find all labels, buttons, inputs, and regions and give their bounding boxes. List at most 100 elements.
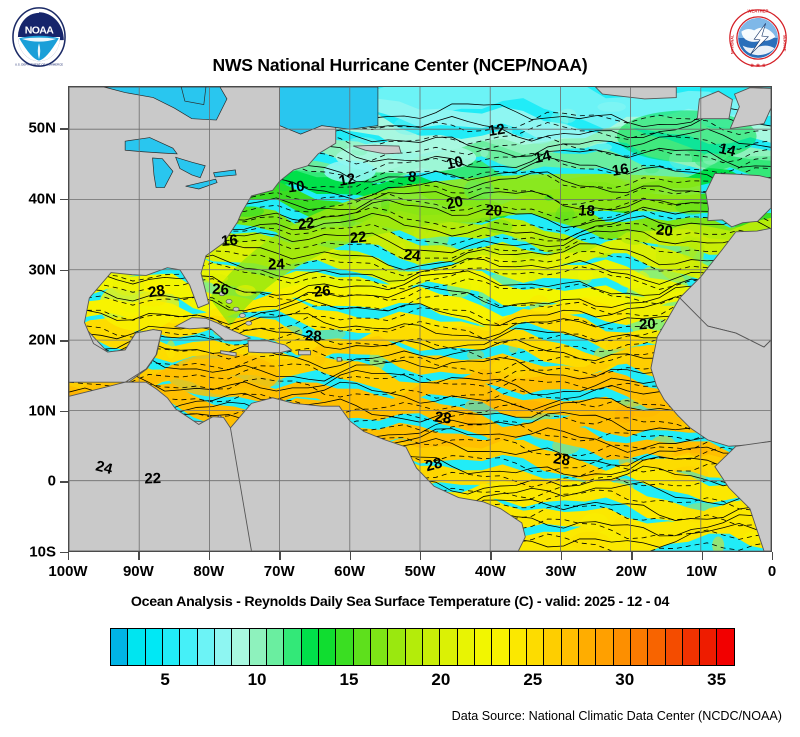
svg-text:12: 12 [487, 121, 506, 140]
x-axis-tick [68, 552, 70, 560]
colorbar-cell [509, 629, 527, 665]
x-axis-tick [701, 552, 703, 560]
colorbar-cell [596, 629, 614, 665]
x-axis-tick [349, 552, 351, 560]
colorbar-cell [578, 629, 597, 665]
colorbar-cell [388, 629, 406, 665]
x-axis-label: 70W [263, 563, 295, 580]
y-axis-tick [60, 128, 68, 130]
colorbar-cell [613, 629, 631, 665]
noaa-logo: NOAA U.S. DEPARTMENT OF COMMERCE [12, 7, 66, 67]
colorbar-cell [457, 629, 475, 665]
colorbar-cell [301, 629, 319, 665]
svg-text:26: 26 [212, 281, 230, 299]
colorbar-cell [474, 629, 493, 665]
y-axis-label: 10N [28, 402, 56, 420]
colorbar-cell [128, 629, 146, 665]
colorbar-cell [648, 629, 666, 665]
colorbar-tick-label: 30 [615, 670, 635, 689]
colorbar-cell [544, 629, 562, 665]
svg-text:16: 16 [611, 160, 630, 179]
x-axis-label: 80W [193, 563, 225, 580]
colorbar-tick-label: 20 [431, 670, 451, 689]
colorbar-cell [197, 629, 215, 665]
svg-text:20: 20 [445, 193, 465, 213]
x-axis-label: 100W [48, 563, 88, 580]
colorbar-tick-label: 25 [523, 670, 543, 689]
y-axis-tick [60, 410, 68, 413]
y-axis-tick [60, 340, 68, 342]
y-axis-label: 20N [28, 331, 56, 349]
svg-text:28: 28 [424, 454, 444, 475]
x-axis-tick [420, 552, 422, 560]
nws-logo: WEATHER NATIONAL SERVICE ★ ★ ★ [729, 8, 787, 69]
x-axis-label: 90W [122, 563, 154, 580]
svg-text:28: 28 [147, 282, 166, 301]
y-axis-tick [60, 269, 68, 271]
svg-text:20: 20 [655, 221, 674, 240]
y-axis-label: 30N [28, 261, 56, 279]
colorbar-cell [249, 629, 267, 665]
x-axis-label: 40W [474, 563, 506, 580]
svg-text:16: 16 [220, 232, 238, 250]
colorbar-cell [682, 629, 701, 665]
x-axis-tick [631, 552, 633, 560]
colorbar-cell [266, 629, 285, 665]
svg-text:28: 28 [305, 327, 323, 345]
svg-text:WEATHER: WEATHER [747, 8, 768, 13]
y-axis-label: 10S [29, 543, 56, 561]
svg-text:22: 22 [144, 470, 161, 488]
colorbar-cell [700, 629, 718, 665]
svg-text:10: 10 [445, 153, 465, 173]
y-axis-tick [60, 481, 68, 483]
colorbar-cell [561, 629, 579, 665]
colorbar-cell [180, 629, 198, 665]
colorbar-tick-label: 35 [707, 670, 727, 689]
y-axis-tick [60, 198, 68, 201]
svg-text:22: 22 [349, 228, 367, 247]
x-axis-label: 60W [334, 563, 366, 580]
colorbar-cell [630, 629, 649, 665]
colorbar-tick-label: 10 [247, 670, 267, 689]
chart-subtitle: Ocean Analysis - Reynolds Daily Sea Surf… [130, 594, 670, 610]
colorbar-cell [440, 629, 458, 665]
svg-text:24: 24 [268, 256, 286, 274]
svg-text:NATIONAL: NATIONAL [731, 34, 735, 54]
colorbar-cell [717, 629, 734, 665]
y-axis-label: 50N [28, 119, 56, 137]
x-axis-label: 20W [615, 563, 647, 580]
colorbar-cell [318, 629, 337, 665]
svg-text:U.S. DEPARTMENT OF COMMERCE: U.S. DEPARTMENT OF COMMERCE [15, 63, 63, 67]
x-axis-tick [490, 552, 492, 560]
svg-text:14: 14 [717, 140, 738, 160]
contour-label: 1818 [578, 202, 596, 220]
svg-text:20: 20 [639, 316, 656, 334]
contour-label: 88 [407, 168, 418, 186]
svg-text:SERVICE: SERVICE [783, 35, 787, 52]
x-axis-tick [560, 552, 563, 560]
x-axis-tick [279, 552, 281, 560]
x-axis-tick [208, 552, 211, 560]
sst-map-canvas: 8810101010121212121414141416161616181820… [69, 87, 771, 551]
colorbar-cell [405, 629, 423, 665]
svg-text:12: 12 [337, 170, 356, 190]
